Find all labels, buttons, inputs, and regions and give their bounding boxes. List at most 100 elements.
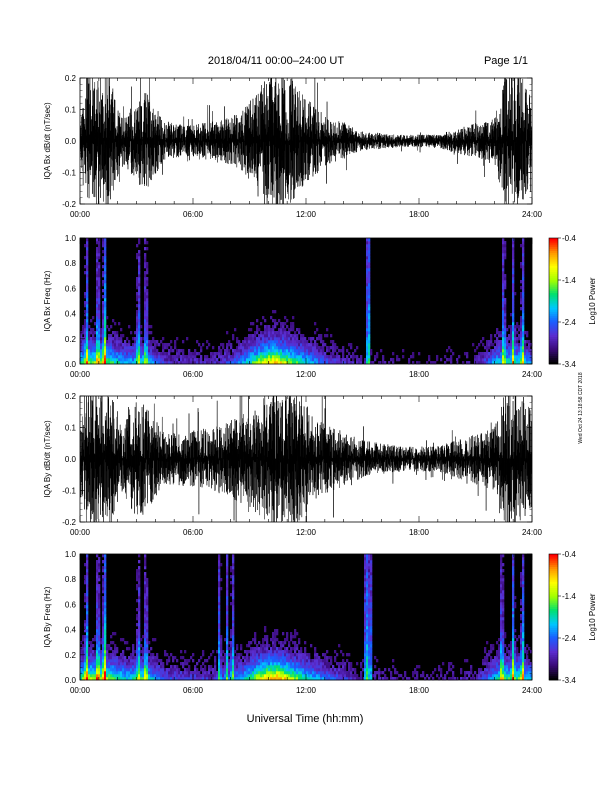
spectrogram-cell bbox=[270, 352, 273, 356]
spectrogram-cell bbox=[146, 614, 149, 618]
spectrogram-cell bbox=[254, 349, 257, 353]
spectrogram-cell bbox=[366, 277, 369, 281]
spectrogram-cell bbox=[108, 644, 111, 648]
spectrogram-cell bbox=[238, 662, 241, 666]
spectrogram-cell bbox=[522, 274, 525, 278]
spectrogram-cell bbox=[88, 653, 91, 657]
spectrogram-cell bbox=[88, 349, 91, 353]
spectrogram-cell bbox=[118, 665, 121, 669]
spectrogram-cell bbox=[198, 677, 201, 681]
spectrogram-cell bbox=[288, 352, 291, 356]
spectrogram-cell bbox=[128, 671, 131, 675]
spectrogram-cell bbox=[244, 677, 247, 681]
spectrogram-cell bbox=[246, 361, 249, 365]
spectrogram-cell bbox=[230, 602, 233, 606]
spectrogram-cell bbox=[102, 635, 105, 639]
colorbar-step bbox=[549, 656, 558, 660]
spectrogram-cell bbox=[158, 343, 161, 347]
spectrogram-cell bbox=[368, 668, 371, 672]
spectrogram-cell bbox=[272, 653, 275, 657]
colorbar-step bbox=[549, 677, 558, 681]
spectrogram-cell bbox=[408, 677, 411, 681]
spectrogram-cell bbox=[226, 644, 229, 648]
spectrogram-cell bbox=[490, 677, 493, 681]
spectrogram-cell bbox=[432, 361, 435, 365]
spectrogram-cell bbox=[366, 247, 369, 251]
spectrogram-cell bbox=[98, 307, 101, 311]
spectrogram-cell bbox=[104, 593, 107, 597]
spectrogram-cell bbox=[158, 361, 161, 365]
spectrogram-cell bbox=[518, 635, 521, 639]
spectrogram-cell bbox=[316, 671, 319, 675]
spectrogram-cell bbox=[180, 361, 183, 365]
spectrogram-cell bbox=[112, 346, 115, 350]
spectrogram-cell bbox=[82, 352, 85, 356]
spectrogram-cell bbox=[496, 328, 499, 332]
spectrogram-cell bbox=[512, 611, 515, 615]
spectrogram-cell bbox=[504, 644, 507, 648]
spectrogram-cell bbox=[158, 355, 161, 359]
spectrogram-cell bbox=[200, 656, 203, 660]
spectrogram-cell bbox=[504, 325, 507, 329]
spectrogram-cell bbox=[490, 349, 493, 353]
spectrogram-cell bbox=[530, 358, 533, 362]
spectrogram-cell bbox=[278, 671, 281, 675]
spectrogram-cell bbox=[170, 346, 173, 350]
spectrogram-cell bbox=[338, 349, 341, 353]
spectrogram-cell bbox=[366, 674, 369, 678]
spectrogram-cell bbox=[256, 656, 259, 660]
colorbar-step bbox=[549, 610, 558, 614]
spectrogram-cell bbox=[96, 614, 99, 618]
spectrogram-cell bbox=[386, 677, 389, 681]
spectrogram-cell bbox=[154, 665, 157, 669]
spectrogram-cell bbox=[252, 659, 255, 663]
spectrogram-cell bbox=[278, 355, 281, 359]
spectrogram-cell bbox=[218, 575, 221, 579]
spectrogram-cell bbox=[108, 337, 111, 341]
spectrogram-cell bbox=[512, 286, 515, 290]
spectrogram-cell bbox=[522, 656, 525, 660]
spectrogram-cell bbox=[312, 352, 315, 356]
spectrogram-cell bbox=[520, 602, 523, 606]
spectrogram-cell bbox=[86, 596, 89, 600]
spectrogram-cell bbox=[296, 665, 299, 669]
spectrogram-cell bbox=[130, 659, 133, 663]
spectrogram-cell bbox=[104, 286, 107, 290]
spectrogram-cell bbox=[156, 659, 159, 663]
spectrogram-cell bbox=[522, 569, 525, 573]
spectrogram-cell bbox=[100, 343, 103, 347]
spectrogram-cell bbox=[364, 671, 367, 675]
spectrogram-cell bbox=[512, 596, 515, 600]
spectrogram-cell bbox=[494, 668, 497, 672]
spectrogram-cell bbox=[128, 656, 131, 660]
spectrogram-cell bbox=[132, 647, 135, 651]
spectrogram-cell bbox=[128, 662, 131, 666]
spectrogram-cell bbox=[102, 638, 105, 642]
spectrogram-cell bbox=[506, 328, 509, 332]
spectrogram-cell bbox=[446, 671, 449, 675]
spectrogram-cell bbox=[302, 355, 305, 359]
spectrogram-cell bbox=[520, 662, 523, 666]
spectrogram-cell bbox=[254, 361, 257, 365]
spectrogram-cell bbox=[318, 349, 321, 353]
spectrogram-cell bbox=[102, 560, 105, 564]
spectrogram-cell bbox=[98, 322, 101, 326]
spectrogram-cell bbox=[286, 659, 289, 663]
spectrogram-cell bbox=[324, 665, 327, 669]
spectrogram-cell bbox=[154, 343, 157, 347]
spectrogram-cell bbox=[302, 352, 305, 356]
spectrogram-cell bbox=[106, 653, 109, 657]
spectrogram-cell bbox=[150, 361, 153, 365]
spectrogram-cell bbox=[194, 352, 197, 356]
spectrogram-cell bbox=[168, 361, 171, 365]
spectrogram-cell bbox=[274, 662, 277, 666]
spectrogram-cell bbox=[96, 656, 99, 660]
spectrogram-cell bbox=[102, 674, 105, 678]
spectrogram-cell bbox=[248, 659, 251, 663]
spectrogram-cell bbox=[252, 656, 255, 660]
spectrogram-cell bbox=[182, 671, 185, 675]
y-tick-label: 0.1 bbox=[65, 424, 77, 433]
spectrogram-cell bbox=[508, 662, 511, 666]
spectrogram-cell bbox=[170, 349, 173, 353]
spectrogram-cell bbox=[366, 668, 369, 672]
